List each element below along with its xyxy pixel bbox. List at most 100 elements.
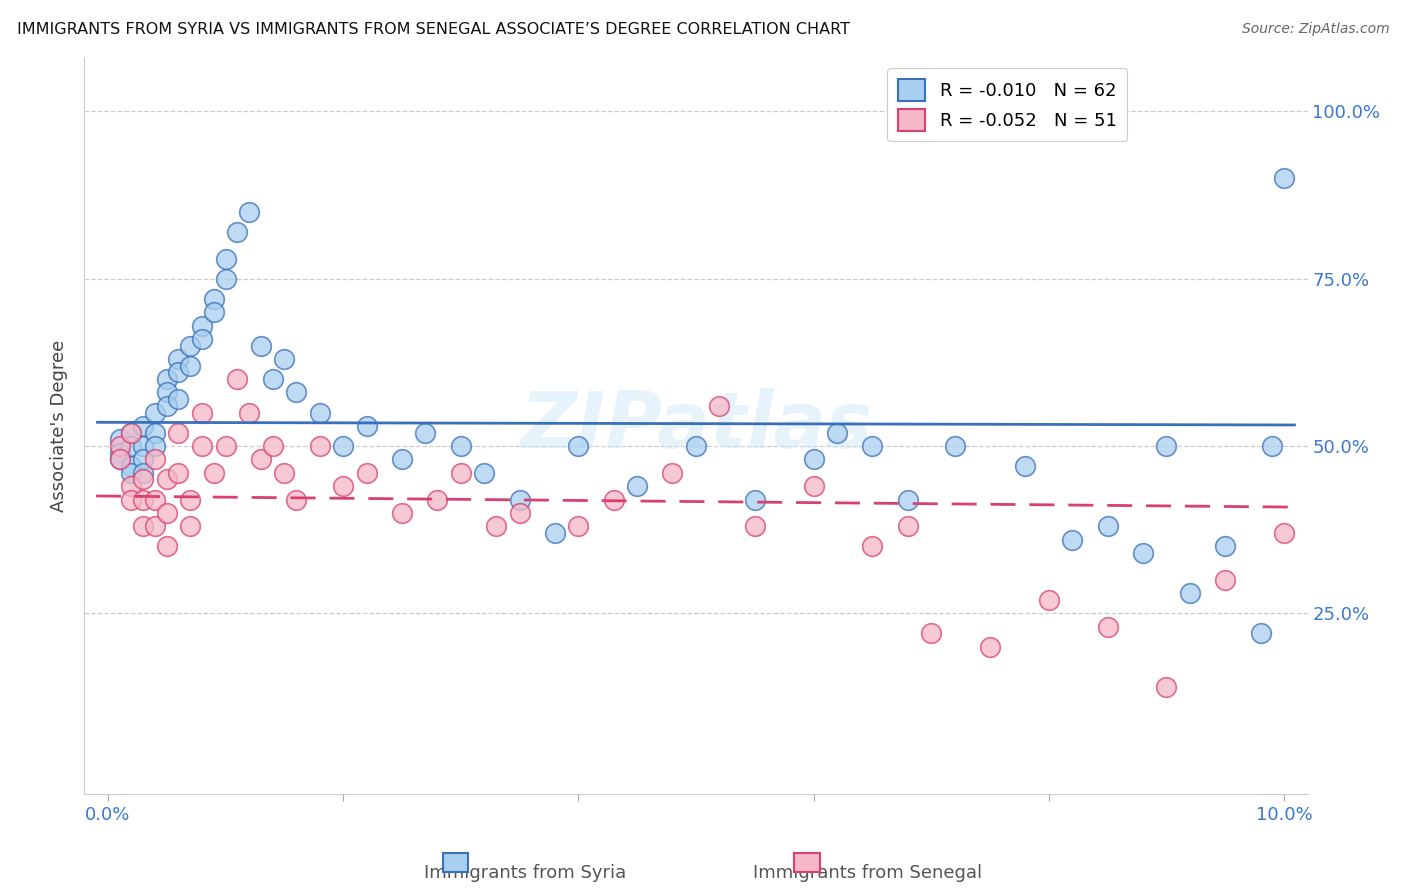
Point xyxy=(120,479,142,493)
Point xyxy=(897,492,920,507)
Point xyxy=(132,439,155,453)
Point xyxy=(132,418,155,433)
Point xyxy=(156,372,179,386)
Point xyxy=(1178,586,1201,600)
Point xyxy=(214,271,236,285)
Point xyxy=(1213,539,1236,553)
Point xyxy=(744,519,766,533)
Point xyxy=(825,425,848,440)
Point xyxy=(143,425,166,440)
Point xyxy=(567,519,589,533)
Point xyxy=(202,466,225,480)
Point xyxy=(191,439,214,453)
Point xyxy=(191,332,214,346)
Point xyxy=(108,439,131,453)
Point xyxy=(132,519,155,533)
Point xyxy=(356,418,378,433)
Point xyxy=(226,372,249,386)
Point xyxy=(191,405,214,419)
Point xyxy=(1097,519,1119,533)
Point xyxy=(132,492,155,507)
Point xyxy=(167,366,190,380)
Point xyxy=(156,385,179,400)
Point xyxy=(120,425,142,440)
Point xyxy=(920,626,942,640)
Point xyxy=(238,405,260,419)
Point xyxy=(191,318,214,333)
Point xyxy=(860,539,883,553)
Point xyxy=(202,292,225,306)
Point xyxy=(1156,439,1178,453)
Point xyxy=(1261,439,1284,453)
Point xyxy=(273,466,295,480)
Text: Source: ZipAtlas.com: Source: ZipAtlas.com xyxy=(1241,22,1389,37)
Point xyxy=(626,479,648,493)
Point xyxy=(685,439,707,453)
Point xyxy=(120,466,142,480)
Point xyxy=(108,445,131,460)
Text: ZIPatlas: ZIPatlas xyxy=(520,388,872,464)
Point xyxy=(108,452,131,467)
Text: IMMIGRANTS FROM SYRIA VS IMMIGRANTS FROM SENEGAL ASSOCIATE’S DEGREE CORRELATION : IMMIGRANTS FROM SYRIA VS IMMIGRANTS FROM… xyxy=(17,22,849,37)
Point xyxy=(226,225,249,239)
Point xyxy=(249,338,271,352)
Point xyxy=(567,439,589,453)
Point xyxy=(214,439,236,453)
Point xyxy=(1097,619,1119,633)
Point xyxy=(1156,680,1178,694)
Point xyxy=(262,372,284,386)
Point xyxy=(143,405,166,419)
Point xyxy=(803,452,825,467)
Point xyxy=(332,439,354,453)
Legend: R = -0.010   N = 62, R = -0.052   N = 51: R = -0.010 N = 62, R = -0.052 N = 51 xyxy=(887,69,1128,142)
Point xyxy=(450,439,472,453)
Point xyxy=(238,204,260,219)
Point xyxy=(167,351,190,366)
Point xyxy=(332,479,354,493)
Point xyxy=(1250,626,1272,640)
Point xyxy=(285,492,308,507)
Point xyxy=(120,458,142,473)
Point xyxy=(509,506,531,520)
Point xyxy=(179,492,201,507)
Point xyxy=(156,399,179,413)
Point xyxy=(120,492,142,507)
Point xyxy=(356,466,378,480)
Point xyxy=(661,466,683,480)
Text: Immigrants from Senegal: Immigrants from Senegal xyxy=(752,863,981,882)
Point xyxy=(602,492,624,507)
Point xyxy=(214,252,236,266)
Point xyxy=(156,539,179,553)
Y-axis label: Associate's Degree: Associate's Degree xyxy=(51,340,69,512)
Point xyxy=(202,305,225,319)
Point xyxy=(943,439,966,453)
Point xyxy=(108,452,131,467)
Point xyxy=(108,432,131,446)
Point xyxy=(120,439,142,453)
Point xyxy=(544,525,567,540)
Point xyxy=(1213,573,1236,587)
Point xyxy=(1132,546,1154,560)
Point xyxy=(143,519,166,533)
Point xyxy=(744,492,766,507)
Point xyxy=(308,405,330,419)
Point xyxy=(262,439,284,453)
Point xyxy=(1272,525,1295,540)
Point xyxy=(391,452,413,467)
Point xyxy=(156,472,179,486)
Point xyxy=(285,385,308,400)
Point xyxy=(167,392,190,407)
Point xyxy=(979,640,1001,654)
Point xyxy=(709,399,731,413)
Point xyxy=(472,466,495,480)
Point xyxy=(143,439,166,453)
Point xyxy=(120,425,142,440)
Point xyxy=(167,425,190,440)
Text: Immigrants from Syria: Immigrants from Syria xyxy=(423,863,626,882)
Point xyxy=(143,452,166,467)
Point xyxy=(1038,592,1060,607)
Point xyxy=(803,479,825,493)
Point xyxy=(179,359,201,373)
Point xyxy=(132,452,155,467)
Point xyxy=(485,519,508,533)
